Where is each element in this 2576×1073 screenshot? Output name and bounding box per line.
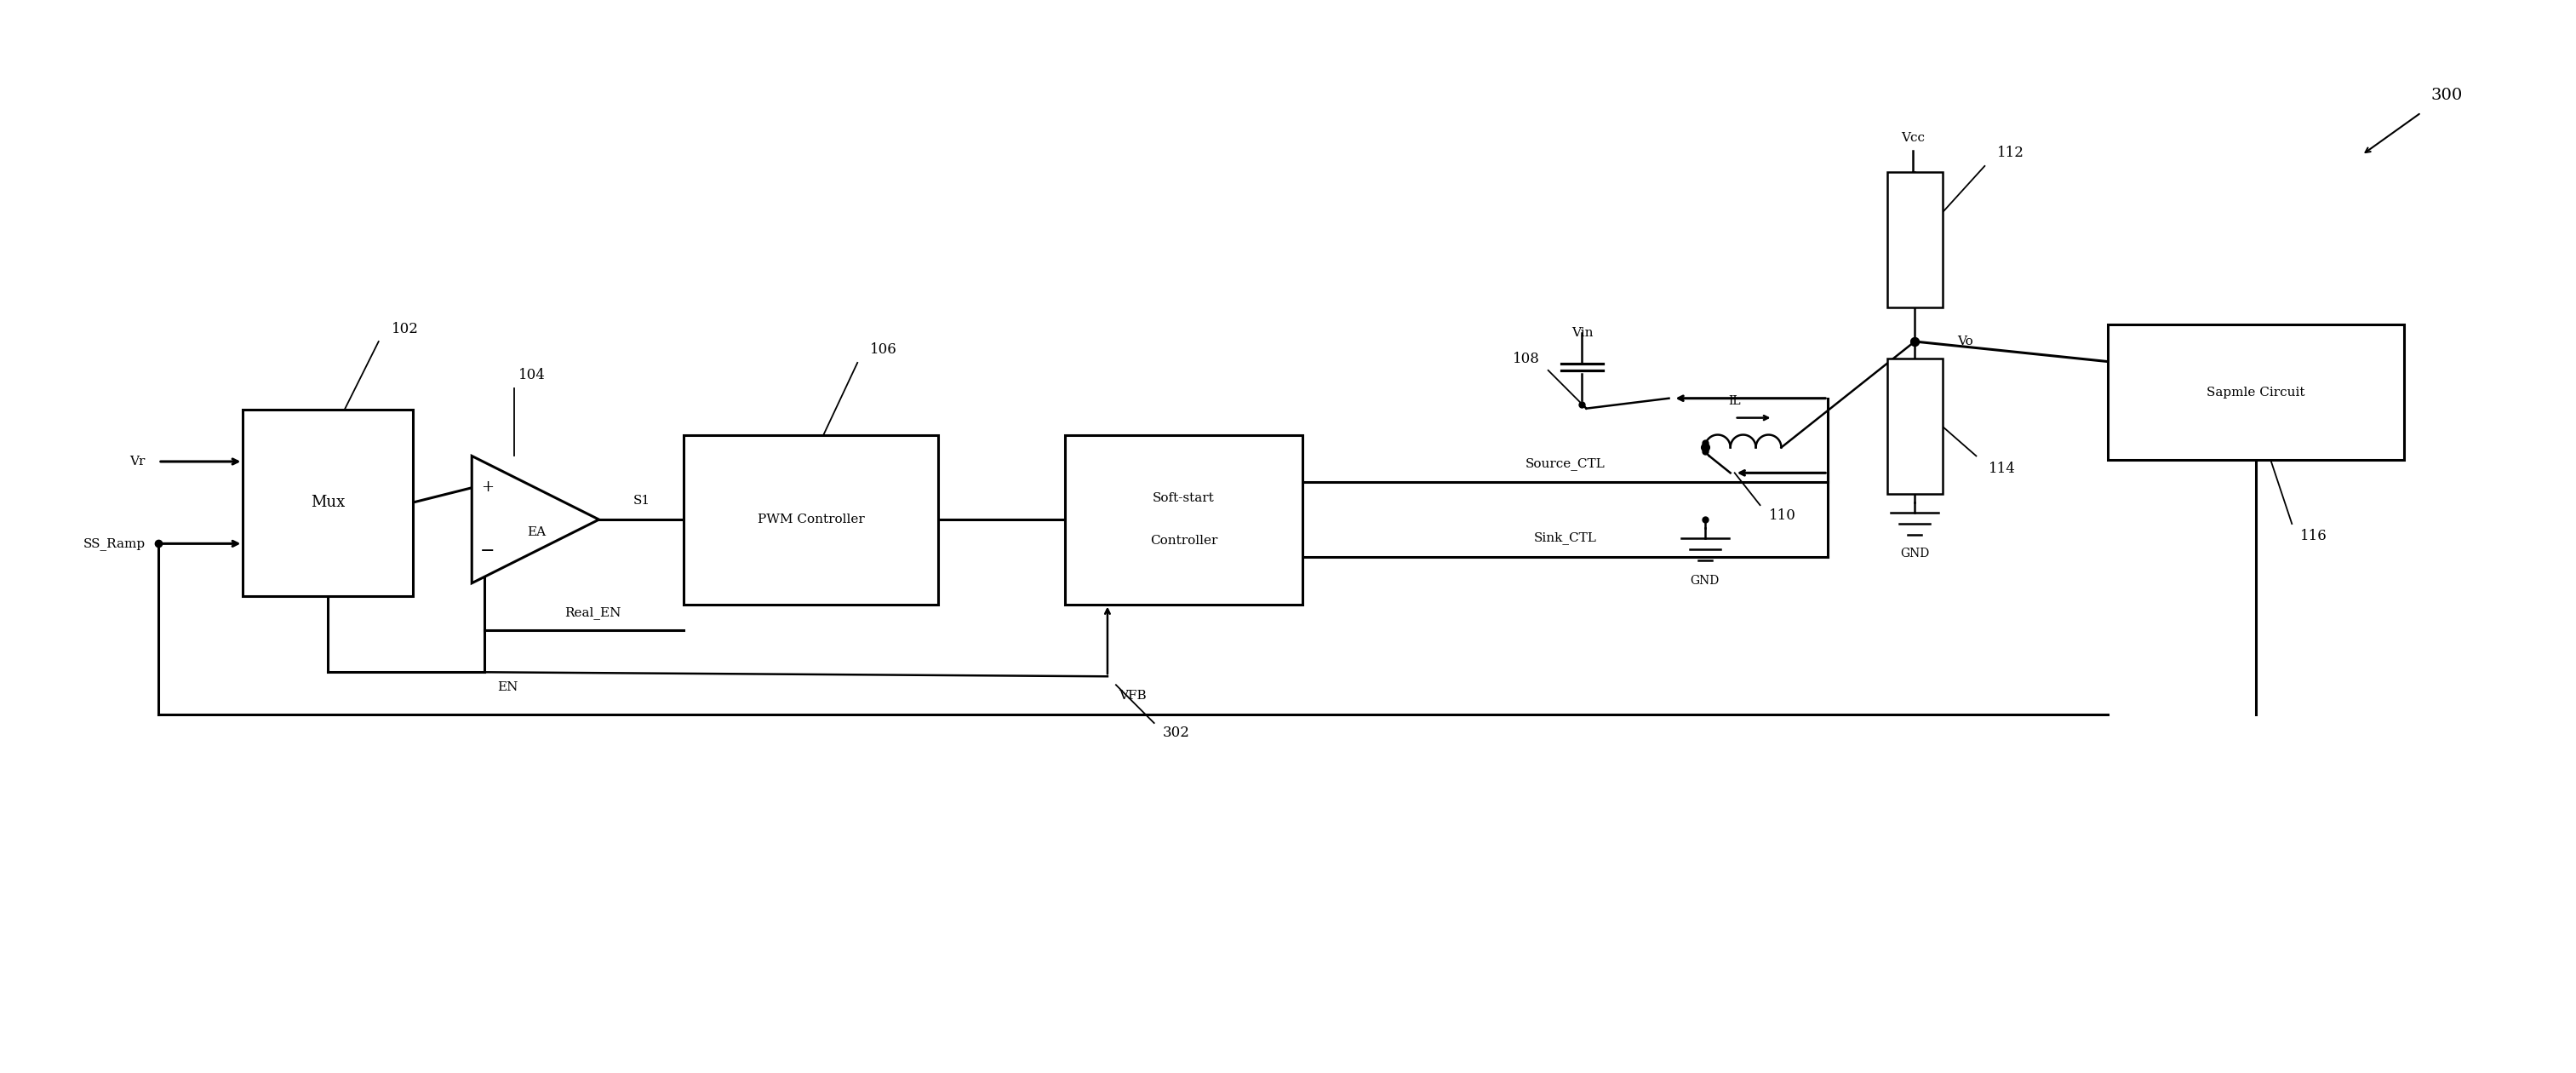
Text: Vin: Vin (1571, 327, 1592, 339)
Text: 110: 110 (1770, 509, 1795, 523)
Text: −: − (479, 544, 495, 560)
Bar (1888, 172, 1942, 308)
Text: 302: 302 (1162, 726, 1190, 740)
Text: 108: 108 (1512, 352, 1540, 367)
Text: S1: S1 (634, 495, 649, 506)
Text: Sink_CTL: Sink_CTL (1533, 532, 1597, 544)
Text: EA: EA (528, 526, 546, 539)
Bar (683, 435, 938, 604)
Text: VFB: VFB (1118, 690, 1146, 702)
Text: Source_CTL: Source_CTL (1525, 457, 1605, 470)
Text: 106: 106 (871, 342, 896, 357)
Text: PWM Controller: PWM Controller (757, 514, 866, 526)
Polygon shape (471, 456, 600, 583)
Bar (242, 409, 412, 596)
Text: Vo: Vo (1958, 336, 1973, 348)
Text: EN: EN (497, 681, 518, 693)
Text: Vr: Vr (129, 456, 144, 468)
Text: IL: IL (1728, 395, 1741, 407)
Text: 102: 102 (392, 322, 417, 336)
Text: Sapmle Circuit: Sapmle Circuit (2208, 386, 2306, 398)
Text: Vcc: Vcc (1901, 132, 1924, 144)
Bar (1064, 435, 1303, 604)
Text: SS_Ramp: SS_Ramp (82, 538, 144, 550)
Text: GND: GND (1901, 547, 1929, 559)
Text: Controller: Controller (1149, 534, 1218, 547)
Text: GND: GND (1690, 575, 1721, 587)
Text: 114: 114 (1989, 461, 2017, 476)
Text: 104: 104 (518, 368, 546, 383)
Text: Mux: Mux (312, 495, 345, 511)
Text: 116: 116 (2300, 529, 2326, 544)
Text: 300: 300 (2432, 88, 2463, 103)
Text: Soft-start: Soft-start (1154, 493, 1216, 504)
Text: 112: 112 (1996, 146, 2025, 161)
Text: Real_EN: Real_EN (564, 606, 621, 619)
Bar (1888, 358, 1942, 494)
Text: +: + (482, 480, 495, 495)
Bar (2107, 324, 2403, 460)
